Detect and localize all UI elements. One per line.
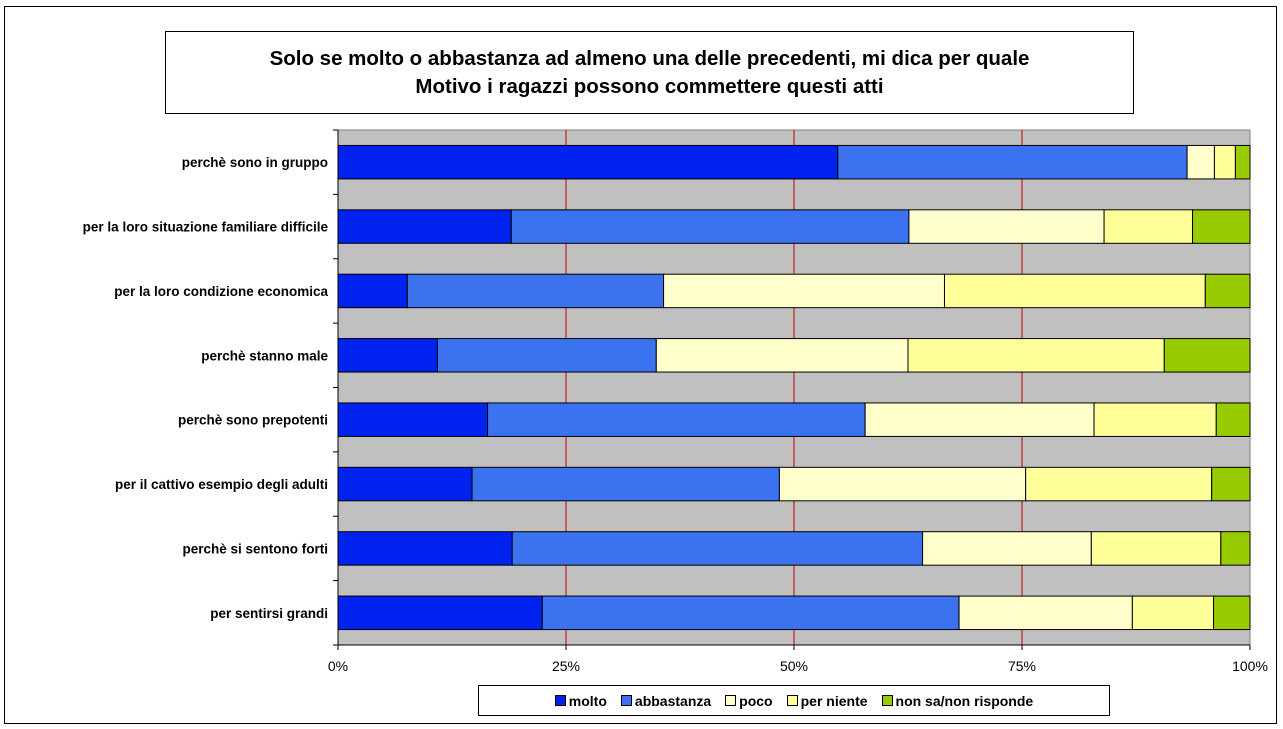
bar-per-niente-7 xyxy=(1090,531,1222,566)
chart-legend: molto abbastanza poco per niente non sa/… xyxy=(478,685,1110,716)
bar-non-sa-non-risponde-3 xyxy=(1204,273,1251,309)
bar-non-sa-non-risponde-8 xyxy=(1213,595,1251,631)
bar-poco-2 xyxy=(908,209,1105,244)
y-tick-label-2: per la loro situazione familiare diffici… xyxy=(83,220,329,235)
bar-molto-4 xyxy=(337,338,438,373)
bar-non-sa-non-risponde-7 xyxy=(1220,531,1251,566)
chart-title-line-1: Solo se molto o abbastanza ad almeno una… xyxy=(269,46,1030,70)
x-tick-label-25: 25% xyxy=(552,658,580,674)
bar-molto-5 xyxy=(337,402,489,437)
bar-abbastanza-5 xyxy=(487,402,866,437)
y-tick-label-4: perchè stanno male xyxy=(201,348,328,363)
x-tick-label-50: 50% xyxy=(780,658,808,674)
legend-label-poco: poco xyxy=(739,692,773,709)
x-tick-label-75: 75% xyxy=(1008,658,1036,674)
bar-per-niente-1 xyxy=(1213,144,1236,180)
y-tick-label-8: per sentirsi grandi xyxy=(210,606,328,621)
bar-abbastanza-2 xyxy=(510,209,910,244)
bar-poco-7 xyxy=(922,531,1092,566)
legend-item-non-sa: non sa/non risponde xyxy=(881,692,1034,709)
y-tick-label-5: perchè sono prepotenti xyxy=(178,413,328,428)
legend-label-abbastanza: abbastanza xyxy=(634,692,712,709)
legend-label-molto: molto xyxy=(568,692,607,709)
bar-poco-4 xyxy=(655,338,909,373)
bar-abbastanza-3 xyxy=(406,273,665,309)
x-tick-label-0: 0% xyxy=(328,658,348,674)
y-tick-label-6: per il cattivo esempio degli adulti xyxy=(115,477,328,492)
bar-non-sa-non-risponde-4 xyxy=(1163,338,1251,373)
legend-swatch-poco xyxy=(725,695,737,706)
bar-abbastanza-1 xyxy=(837,144,1188,180)
bar-molto-7 xyxy=(337,531,513,566)
x-tick-label-100: 100% xyxy=(1232,658,1268,674)
bar-non-sa-non-risponde-6 xyxy=(1211,466,1251,502)
bar-non-sa-non-risponde-1 xyxy=(1234,144,1251,180)
bar-poco-5 xyxy=(864,402,1095,437)
chart-title-line-2: Motivo i ragazzi possono commettere ques… xyxy=(415,74,884,98)
bar-non-sa-non-risponde-2 xyxy=(1192,209,1251,244)
chart-title-box: Solo se molto o abbastanza ad almeno una… xyxy=(165,31,1134,114)
legend-swatch-molto xyxy=(554,695,566,706)
legend-swatch-per-niente xyxy=(786,695,798,706)
legend-swatch-non-sa xyxy=(881,695,893,706)
bar-per-niente-2 xyxy=(1103,209,1194,244)
y-tick-label-3: per la loro condizione economica xyxy=(114,284,328,299)
bar-poco-6 xyxy=(778,466,1027,502)
legend-item-poco: poco xyxy=(725,692,773,709)
bar-abbastanza-8 xyxy=(541,595,960,631)
legend-item-per-niente: per niente xyxy=(786,692,868,709)
bar-non-sa-non-risponde-5 xyxy=(1215,402,1251,437)
bar-molto-6 xyxy=(337,466,473,502)
bar-abbastanza-7 xyxy=(511,531,924,566)
bar-abbastanza-6 xyxy=(471,466,780,502)
bar-poco-1 xyxy=(1186,144,1215,180)
bar-per-niente-3 xyxy=(943,273,1206,309)
bar-per-niente-5 xyxy=(1093,402,1217,437)
bar-per-niente-6 xyxy=(1025,466,1213,502)
bar-molto-3 xyxy=(337,273,408,309)
bar-molto-8 xyxy=(337,595,543,631)
y-tick-label-7: perchè si sentono forti xyxy=(182,541,328,556)
bar-per-niente-8 xyxy=(1131,595,1215,631)
bar-abbastanza-4 xyxy=(436,338,657,373)
legend-swatch-abbastanza xyxy=(620,695,632,706)
legend-item-molto: molto xyxy=(554,692,607,709)
legend-label-non-sa: non sa/non risponde xyxy=(895,692,1034,709)
bar-poco-3 xyxy=(663,273,945,309)
legend-item-abbastanza: abbastanza xyxy=(620,692,712,709)
bar-poco-8 xyxy=(958,595,1133,631)
y-tick-label-1: perchè sono in gruppo xyxy=(182,155,328,170)
legend-label-per-niente: per niente xyxy=(800,692,868,709)
bar-molto-1 xyxy=(337,144,839,180)
bar-per-niente-4 xyxy=(907,338,1165,373)
bar-molto-2 xyxy=(337,209,512,244)
